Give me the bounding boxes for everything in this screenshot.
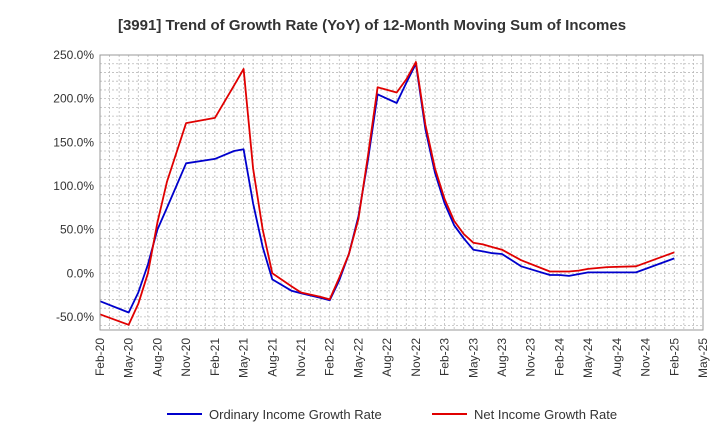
x-tick-label: Feb-20 — [93, 338, 107, 376]
x-tick-label: Nov-20 — [179, 338, 193, 377]
y-tick-label: 150.0% — [53, 135, 94, 149]
x-tick-label: Feb-25 — [667, 338, 681, 376]
series-line-1 — [99, 62, 675, 314]
legend-label-1: Ordinary Income Growth Rate — [209, 407, 382, 422]
x-tick-label: May-25 — [696, 338, 710, 378]
x-tick-label: Feb-21 — [208, 338, 222, 376]
y-tick-label: 200.0% — [53, 92, 94, 106]
y-axis: 250.0% 200.0% 150.0% 100.0% 50.0% 0.0% -50.0% — [53, 48, 94, 324]
x-tick-label: Feb-24 — [552, 338, 566, 376]
x-tick-label: Aug-22 — [380, 338, 394, 377]
series-line-2 — [99, 61, 675, 326]
x-tick-label: May-23 — [466, 338, 480, 378]
y-tick-label: -50.0% — [56, 310, 94, 324]
plot-series — [99, 61, 675, 326]
x-tick-label: Nov-23 — [524, 338, 538, 377]
x-tick-label: May-21 — [237, 338, 251, 378]
x-tick-label: Aug-23 — [495, 338, 509, 377]
y-tick-label: 50.0% — [60, 223, 94, 237]
y-tick-label: 0.0% — [67, 266, 95, 280]
x-tick-label: Nov-24 — [639, 338, 653, 377]
chart-grid — [100, 55, 703, 330]
x-tick-label: Aug-24 — [610, 338, 624, 377]
x-tick-label: Nov-21 — [294, 338, 308, 377]
x-tick-label: Aug-21 — [265, 338, 279, 377]
y-tick-label: 100.0% — [53, 179, 94, 193]
chart-title: [3991] Trend of Growth Rate (YoY) of 12-… — [118, 17, 626, 34]
x-tick-label: Feb-22 — [323, 338, 337, 376]
x-tick-label: May-20 — [122, 338, 136, 378]
plot-frame — [99, 54, 704, 331]
x-tick-label: May-24 — [581, 338, 595, 378]
x-tick-label: Feb-23 — [438, 338, 452, 376]
x-tick-label: May-22 — [351, 338, 365, 378]
legend: Ordinary Income Growth Rate Net Income Gr… — [167, 407, 617, 422]
x-tick-label: Nov-22 — [409, 338, 423, 377]
y-tick-label: 250.0% — [53, 48, 94, 62]
x-tick-label: Aug-20 — [150, 338, 164, 377]
x-axis: Feb-20 May-20 Aug-20 Nov-20 Feb-21 May-21 Aug-… — [93, 338, 710, 378]
legend-label-2: Net Income Growth Rate — [474, 407, 617, 422]
